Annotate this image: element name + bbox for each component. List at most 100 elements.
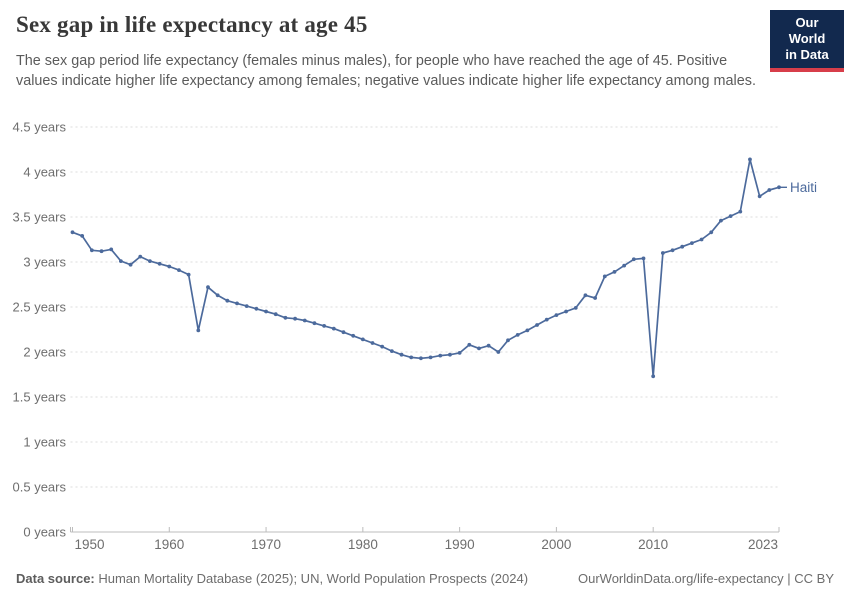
data-point[interactable] — [757, 194, 762, 199]
data-point[interactable] — [777, 185, 781, 190]
data-source-text: Human Mortality Database (2025); UN, Wor… — [94, 571, 529, 586]
data-point[interactable] — [680, 244, 685, 249]
data-point[interactable] — [351, 333, 356, 338]
data-point[interactable] — [138, 254, 143, 259]
y-axis-tick-label: 2.5 years — [13, 300, 67, 315]
x-axis-tick-label: 1980 — [348, 537, 378, 552]
data-point[interactable] — [438, 353, 443, 358]
data-point[interactable] — [564, 309, 568, 314]
data-point[interactable] — [380, 344, 385, 349]
x-axis-tick-label: 1950 — [75, 537, 105, 552]
data-point[interactable] — [709, 230, 714, 235]
data-point[interactable] — [360, 337, 365, 342]
x-axis-tick-label: 1960 — [154, 537, 184, 552]
data-point[interactable] — [148, 259, 152, 263]
data-point[interactable] — [341, 330, 346, 335]
data-point[interactable] — [419, 356, 423, 361]
data-point[interactable] — [699, 237, 704, 242]
data-point[interactable] — [544, 317, 549, 322]
data-point[interactable] — [157, 261, 162, 266]
data-point[interactable] — [225, 298, 230, 303]
data-point[interactable] — [719, 218, 723, 223]
data-point[interactable] — [283, 315, 288, 320]
data-source-label: Data source: — [16, 571, 95, 586]
data-point[interactable] — [99, 249, 104, 254]
data-point[interactable] — [312, 321, 317, 326]
data-point[interactable] — [370, 341, 375, 345]
y-axis-tick-label: 1 years — [23, 435, 66, 450]
data-point[interactable] — [593, 296, 598, 300]
y-axis-tick-label: 3 years — [23, 255, 66, 270]
data-point[interactable] — [293, 316, 297, 321]
data-point[interactable] — [235, 301, 239, 306]
data-point[interactable] — [186, 272, 191, 277]
data-point[interactable] — [612, 270, 617, 274]
y-axis-tick-label: 4.5 years — [13, 120, 67, 135]
data-point[interactable] — [448, 352, 452, 357]
data-point[interactable] — [264, 309, 268, 314]
owid-citation-link[interactable]: OurWorldinData.org/life-expectancy | CC … — [577, 571, 834, 586]
data-point[interactable] — [302, 318, 307, 323]
data-point[interactable] — [554, 313, 559, 317]
data-point[interactable] — [244, 304, 249, 308]
data-point[interactable] — [177, 268, 181, 272]
data-point[interactable] — [641, 256, 646, 261]
data-source-note: Data source: Human Mortality Database (2… — [16, 571, 528, 586]
data-point[interactable] — [670, 248, 675, 253]
owid-logo[interactable]: Our World in Data — [770, 10, 844, 72]
data-point[interactable] — [128, 262, 133, 267]
data-point[interactable] — [767, 188, 772, 192]
data-point[interactable] — [467, 342, 472, 347]
data-point[interactable] — [506, 338, 510, 343]
y-axis-tick-label: 4 years — [23, 165, 66, 180]
data-point[interactable] — [477, 346, 481, 351]
data-point[interactable] — [573, 306, 578, 310]
data-point[interactable] — [428, 355, 433, 360]
data-point[interactable] — [622, 263, 627, 268]
data-point[interactable] — [583, 293, 588, 298]
data-point[interactable] — [89, 248, 94, 253]
entity-label[interactable]: Haiti — [790, 180, 817, 195]
page-title: Sex gap in life expectancy at age 45 — [16, 12, 368, 37]
data-point[interactable] — [496, 350, 501, 354]
data-point[interactable] — [409, 355, 414, 360]
y-axis-tick-label: 0.5 years — [13, 480, 67, 495]
data-point[interactable] — [486, 343, 491, 348]
data-point[interactable] — [167, 264, 172, 269]
data-point[interactable] — [748, 157, 752, 162]
chart-subtitle: The sex gap period life expectancy (fema… — [16, 53, 756, 89]
data-point[interactable] — [80, 234, 85, 238]
data-point[interactable] — [689, 241, 694, 246]
haiti-line-series[interactable] — [71, 158, 780, 378]
data-point[interactable] — [660, 251, 665, 255]
data-point[interactable] — [525, 328, 530, 333]
data-point[interactable] — [515, 333, 520, 337]
data-point[interactable] — [215, 293, 220, 298]
data-point[interactable] — [631, 257, 636, 262]
data-point[interactable] — [206, 285, 210, 290]
data-point[interactable] — [70, 230, 75, 235]
data-point[interactable] — [389, 349, 394, 353]
data-point[interactable] — [399, 352, 404, 357]
data-point[interactable] — [118, 259, 123, 263]
data-point[interactable] — [331, 326, 336, 331]
x-axis-tick-label: 2000 — [541, 537, 571, 552]
data-point[interactable] — [196, 328, 201, 333]
data-point[interactable] — [457, 351, 462, 355]
y-axis-tick-label: 0 years — [23, 525, 66, 540]
data-point[interactable] — [109, 247, 114, 252]
data-point[interactable] — [273, 312, 278, 317]
data-point[interactable] — [651, 374, 656, 379]
data-point[interactable] — [738, 209, 743, 214]
data-point[interactable] — [535, 323, 539, 327]
y-axis-tick-label: 3.5 years — [13, 210, 67, 225]
data-point[interactable] — [322, 324, 327, 328]
data-point[interactable] — [602, 274, 607, 279]
data-point[interactable] — [254, 306, 259, 311]
y-axis-tick-label: 2 years — [23, 345, 66, 360]
x-axis-tick-label: 1990 — [445, 537, 475, 552]
x-axis-tick-label: 2023 — [748, 537, 778, 552]
data-point[interactable] — [728, 214, 733, 219]
